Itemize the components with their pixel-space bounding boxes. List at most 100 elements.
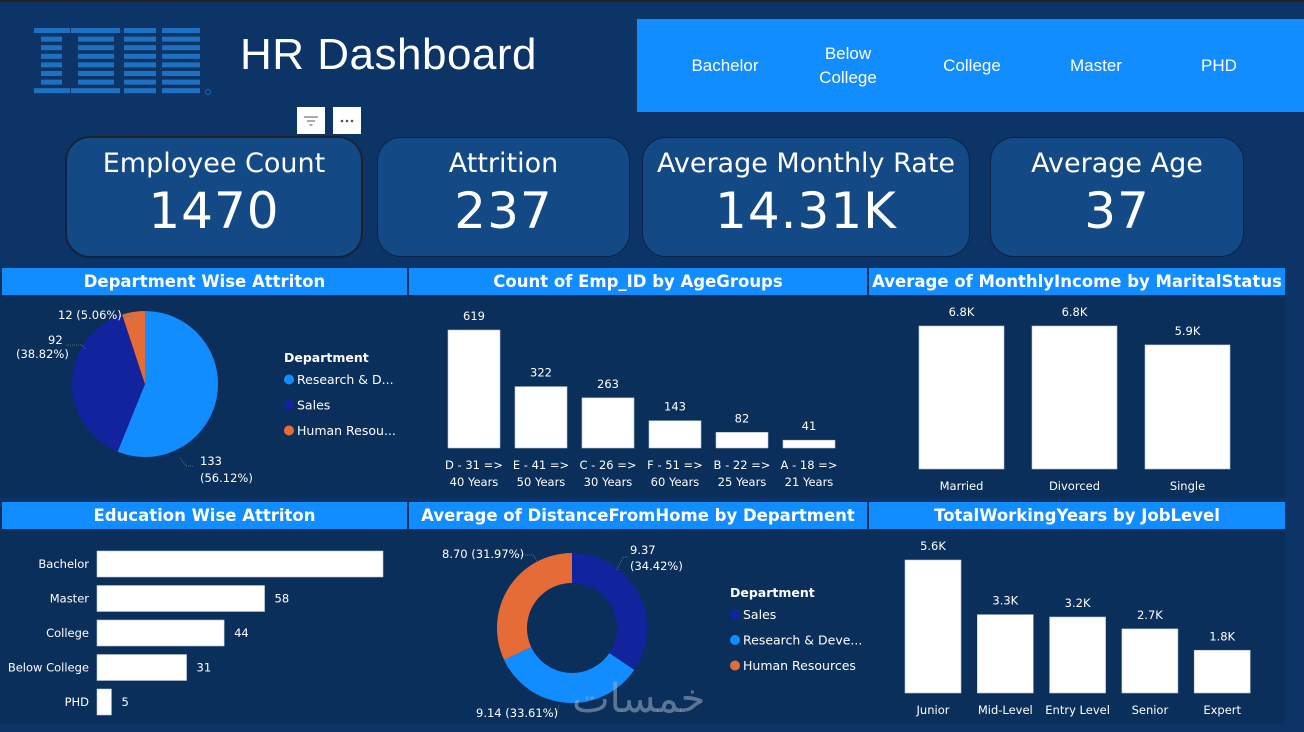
kpi-value: 1470	[148, 182, 280, 240]
bar	[715, 432, 769, 449]
category-label: 50 Years	[517, 475, 566, 489]
category-label: D - 31 =>	[445, 458, 503, 472]
leader-line	[616, 556, 629, 571]
leader-line	[550, 704, 560, 714]
kpi-label: Attrition	[448, 148, 559, 179]
kpi-value: 237	[454, 182, 553, 240]
bar	[977, 614, 1034, 694]
data-label: 44	[234, 626, 249, 640]
more-options-icon	[340, 119, 354, 122]
logo-stripe	[162, 53, 200, 59]
legend-marker	[730, 660, 740, 671]
category-label: Divorced	[1049, 479, 1100, 493]
bar	[96, 654, 187, 681]
data-label: 41	[802, 419, 817, 433]
logo-stripe	[41, 45, 62, 51]
data-label: 6.8K	[949, 305, 975, 319]
distance-department-donut-chart: 9.37 (34.42%) 9.14 (33.61%) 8.70 (31.97%) De…	[442, 543, 862, 720]
logo-stripe	[41, 62, 62, 68]
bar	[581, 397, 635, 449]
logo-stripe	[78, 62, 114, 68]
bar	[96, 550, 384, 578]
bar	[1049, 616, 1106, 694]
kpi-label: Average Age	[1031, 148, 1203, 179]
data-label: (34.42%)	[630, 559, 683, 573]
chart-title-working-years: TotalWorkingYears by JobLevel	[869, 502, 1285, 529]
logo-stripe	[71, 28, 120, 33]
data-label: 5.6K	[920, 539, 946, 553]
bar	[96, 688, 112, 716]
category-label: A - 18 =>	[781, 458, 838, 472]
slicer-option-college[interactable]: College	[943, 55, 1001, 75]
bar	[447, 329, 501, 449]
logo-stripe	[41, 36, 62, 42]
bar	[1031, 325, 1118, 470]
data-label: 5	[121, 695, 128, 709]
data-label: 12 (5.06%)	[58, 308, 122, 322]
chart-title-distance-department: Average of DistanceFromHome by Departmen…	[409, 502, 867, 529]
slicer-option-phd[interactable]: PHD	[1201, 55, 1237, 75]
logo-stripe	[162, 45, 200, 51]
kpi-card-average-age[interactable]: Average Age 37	[990, 137, 1244, 257]
slicer-option-master[interactable]: Master	[1070, 55, 1122, 75]
category-label: Senior	[1132, 703, 1169, 717]
income-marital-bar-chart: 6.8K Married 6.8K Divorced 5.9K Single	[918, 305, 1231, 493]
legend-item: Research & D...	[297, 372, 394, 387]
kpi-label: Average Monthly Rate	[656, 148, 956, 179]
logo-stripe	[124, 62, 156, 68]
slicer-option-bachelor[interactable]: Bachelor	[691, 55, 759, 75]
logo-stripe	[124, 53, 156, 59]
legend-marker	[284, 425, 294, 436]
logo-stripe	[162, 62, 200, 68]
legend-item: Research & Deve...	[743, 633, 862, 648]
kpi-card-average-monthly-rate[interactable]: Average Monthly Rate 14.31K	[642, 137, 970, 257]
bar	[782, 439, 836, 449]
chart-title-education-attrition: Education Wise Attriton	[2, 502, 407, 529]
donut-slice	[497, 553, 572, 660]
data-label: 143	[664, 400, 686, 414]
category-label: 30 Years	[584, 475, 633, 489]
logo-stripe	[124, 45, 156, 51]
data-label: 82	[735, 411, 750, 425]
legend-item: Sales	[297, 398, 330, 413]
data-label: 5.9K	[1175, 324, 1201, 338]
legend-marker	[730, 609, 740, 620]
category-label: Single	[1170, 479, 1205, 493]
working-years-bar-chart: 5.6K Junior 3.3K Mid-Level 3.2K Entry Level 2.…	[904, 539, 1251, 717]
category-label: F - 51 =>	[647, 458, 703, 472]
logo-stripe	[41, 79, 62, 85]
window-top-edge	[0, 0, 1304, 2]
watermark: خمسات	[572, 676, 706, 722]
logo-stripe	[71, 88, 120, 94]
data-label: 9.37	[630, 543, 656, 557]
kpi-value: 37	[1084, 182, 1150, 240]
category-label: College	[46, 626, 89, 640]
leader-line	[66, 344, 87, 350]
chart-title-age-groups: Count of Emp_ID by AgeGroups	[409, 268, 867, 295]
logo-stripe	[162, 28, 200, 33]
data-label: 31	[197, 661, 212, 675]
more-options-button[interactable]	[333, 107, 361, 134]
category-label: Bachelor	[38, 557, 89, 571]
kpi-card-attrition[interactable]: Attrition 237	[377, 137, 630, 257]
department-attrition-pie-chart: 133 (56.12%) 92(38.82%) 12 (5.06%) Departmen…	[16, 308, 396, 485]
legend-item: Human Resou...	[297, 423, 396, 438]
logo-stripe	[78, 79, 114, 85]
donut-slice	[504, 647, 635, 703]
leader-line	[519, 554, 538, 562]
category-label: Below College	[8, 661, 89, 675]
logo-stripe	[78, 45, 114, 51]
data-label: (38.82%)	[16, 347, 69, 361]
category-label: Married	[940, 479, 984, 493]
category-label: Expert	[1203, 703, 1241, 717]
kpi-value: 14.31K	[715, 182, 897, 240]
education-slicer: Bachelor Below College College Master PH…	[637, 19, 1304, 112]
data-label: 8.70 (31.97%)	[442, 547, 524, 561]
slicer-option-below-college[interactable]: Below College	[819, 43, 877, 87]
data-label: 2.7K	[1137, 608, 1163, 622]
category-label: 40 Years	[450, 475, 499, 489]
data-label: 263	[597, 377, 619, 391]
filter-button[interactable]	[297, 107, 325, 134]
kpi-card-employee-count[interactable]: Employee Count 1470	[65, 136, 363, 258]
data-label: 133	[200, 454, 222, 468]
